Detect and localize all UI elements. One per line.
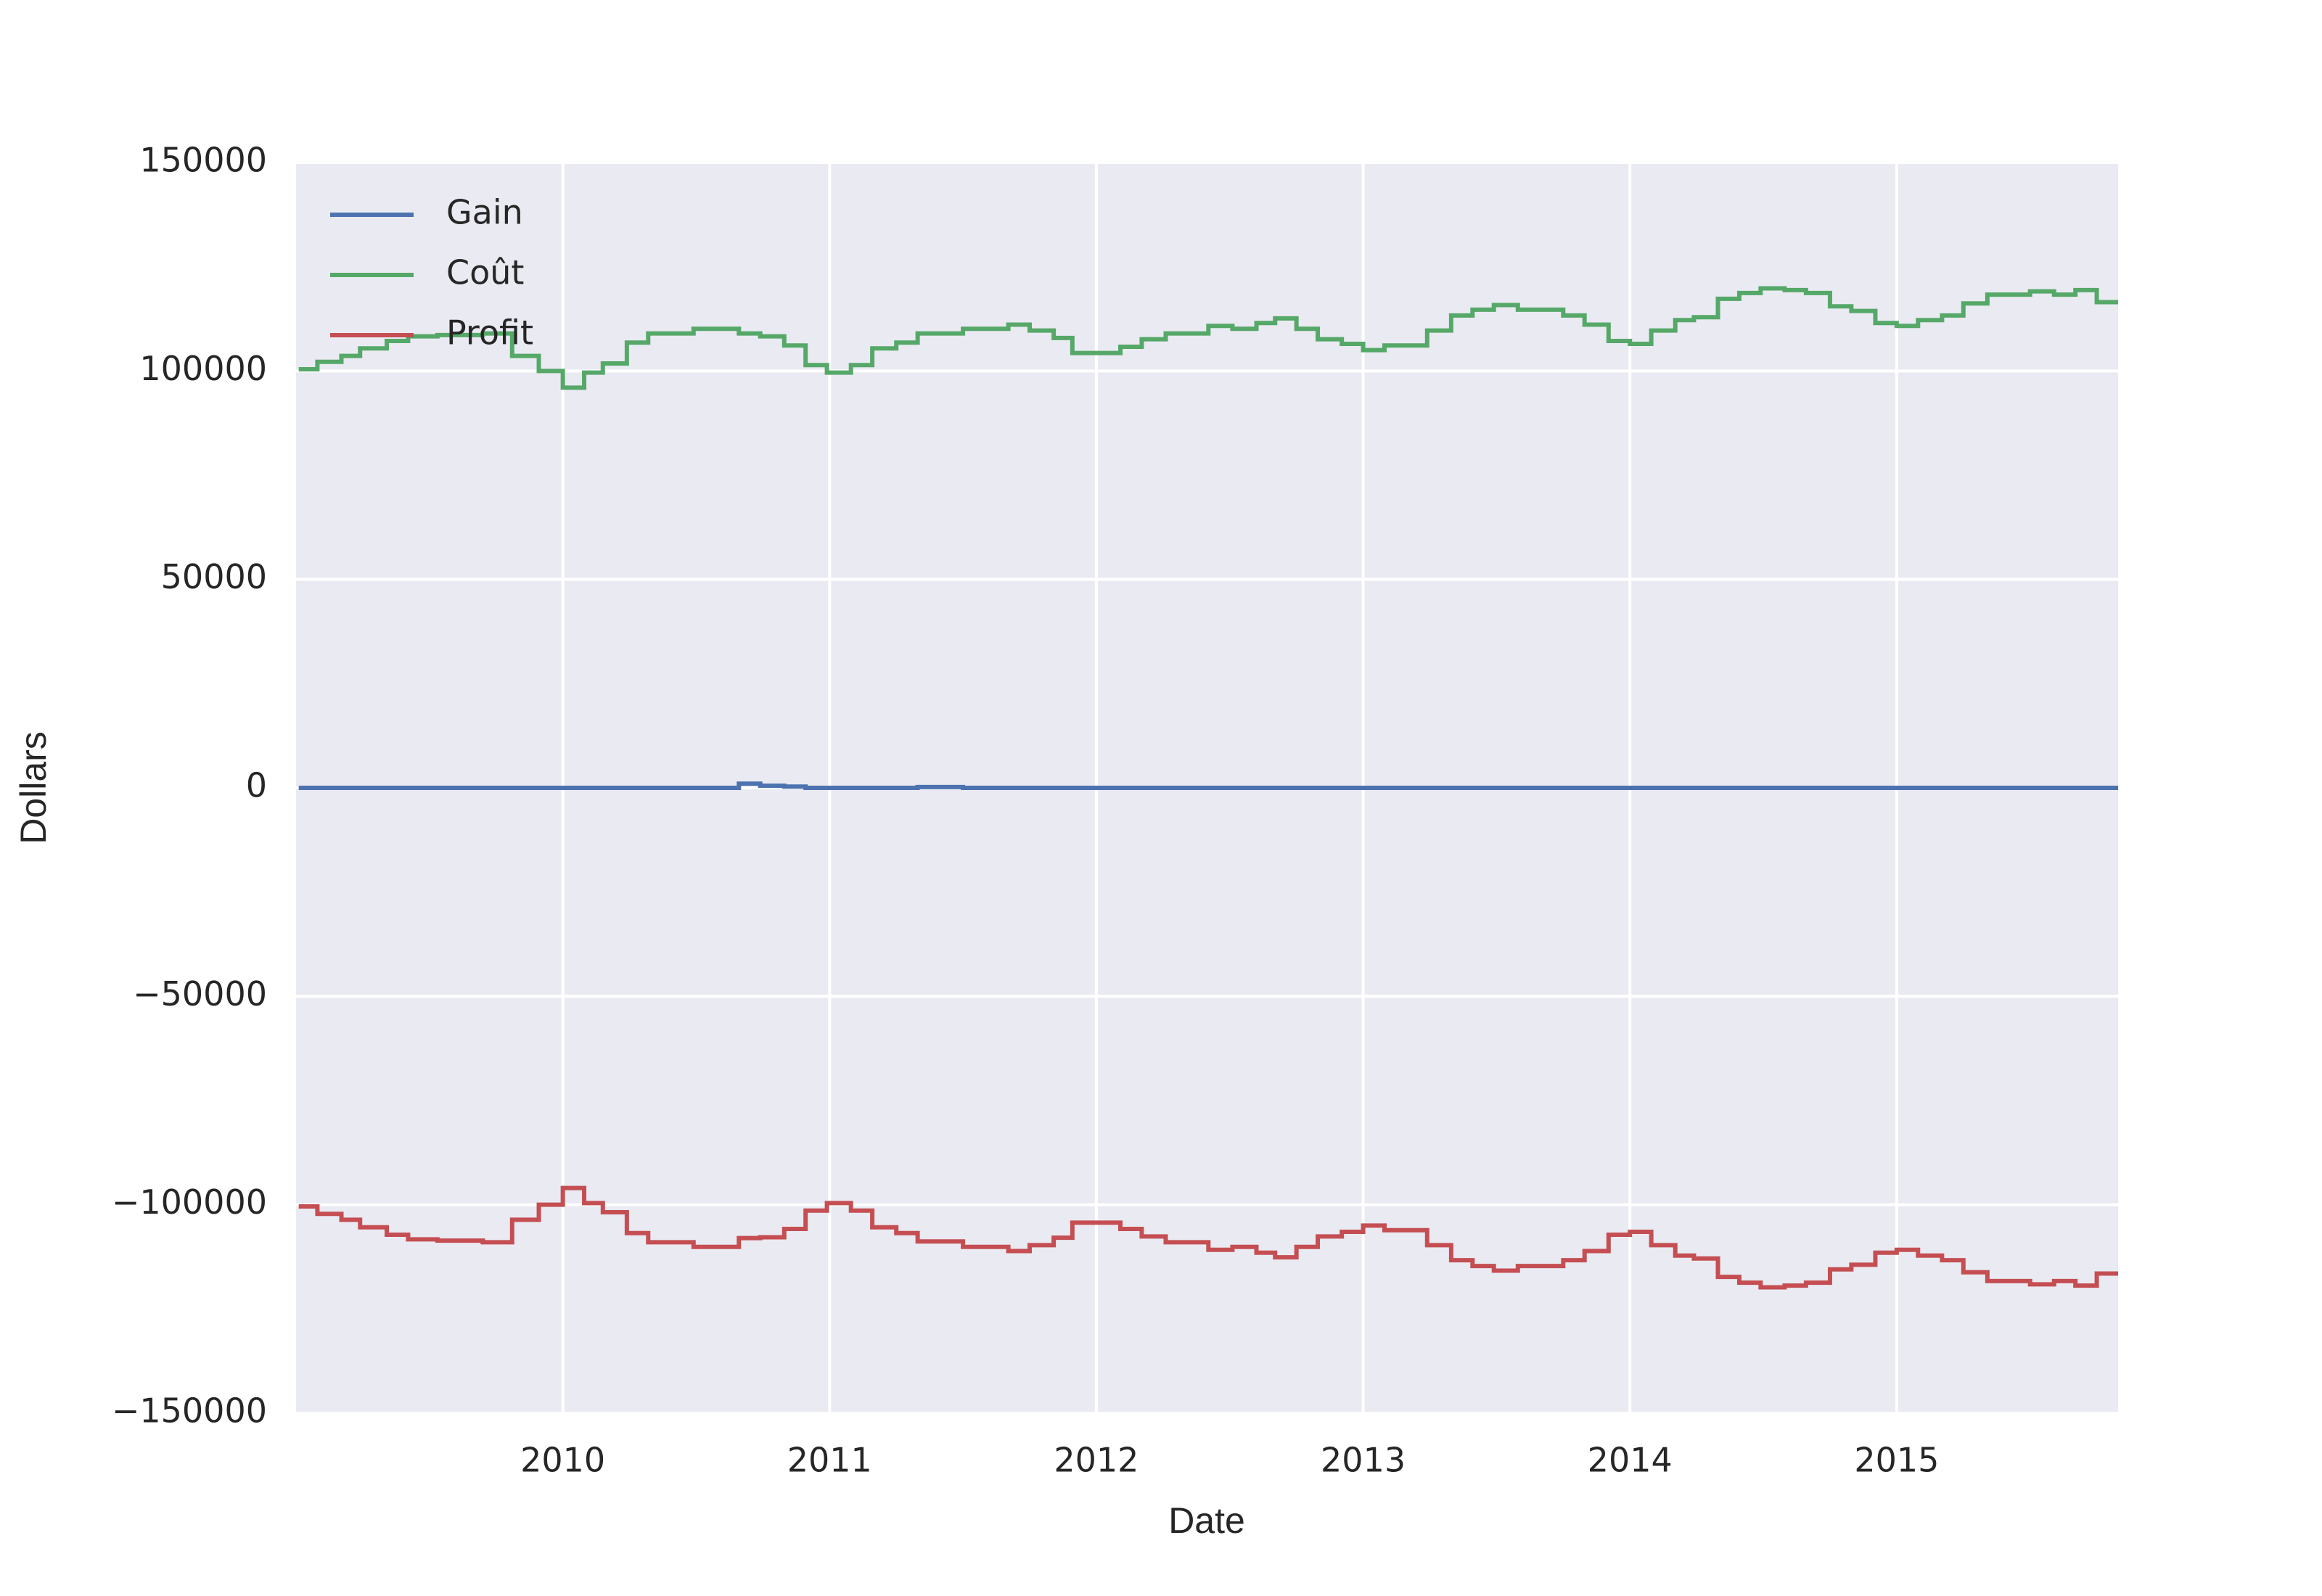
legend-label: Gain [446, 193, 523, 232]
y-tick-label: −100000 [112, 1182, 267, 1222]
series-line [298, 1185, 2118, 1290]
y-tick-label: 0 [246, 766, 267, 805]
y-tick-label: 150000 [139, 141, 267, 180]
y-axis-label: Dollars [13, 731, 54, 844]
series-line [298, 286, 2118, 390]
x-tick-label: 2011 [787, 1441, 872, 1480]
x-tick-label: 2010 [520, 1441, 605, 1480]
x-tick-label: 2014 [1588, 1441, 1673, 1480]
legend-label: Coût [446, 253, 524, 292]
y-tick-label: 100000 [139, 349, 267, 388]
x-tick-label: 2012 [1054, 1441, 1139, 1480]
x-tick-label: 2013 [1321, 1441, 1406, 1480]
y-tick-label: 50000 [161, 557, 267, 596]
x-tick-label: 2015 [1854, 1441, 1939, 1480]
legend-label: Profit [446, 313, 533, 353]
x-axis-label: Date [1168, 1500, 1245, 1541]
y-tick-label: −150000 [112, 1391, 267, 1431]
series-line [298, 781, 2118, 790]
y-tick-label: −50000 [133, 974, 267, 1013]
